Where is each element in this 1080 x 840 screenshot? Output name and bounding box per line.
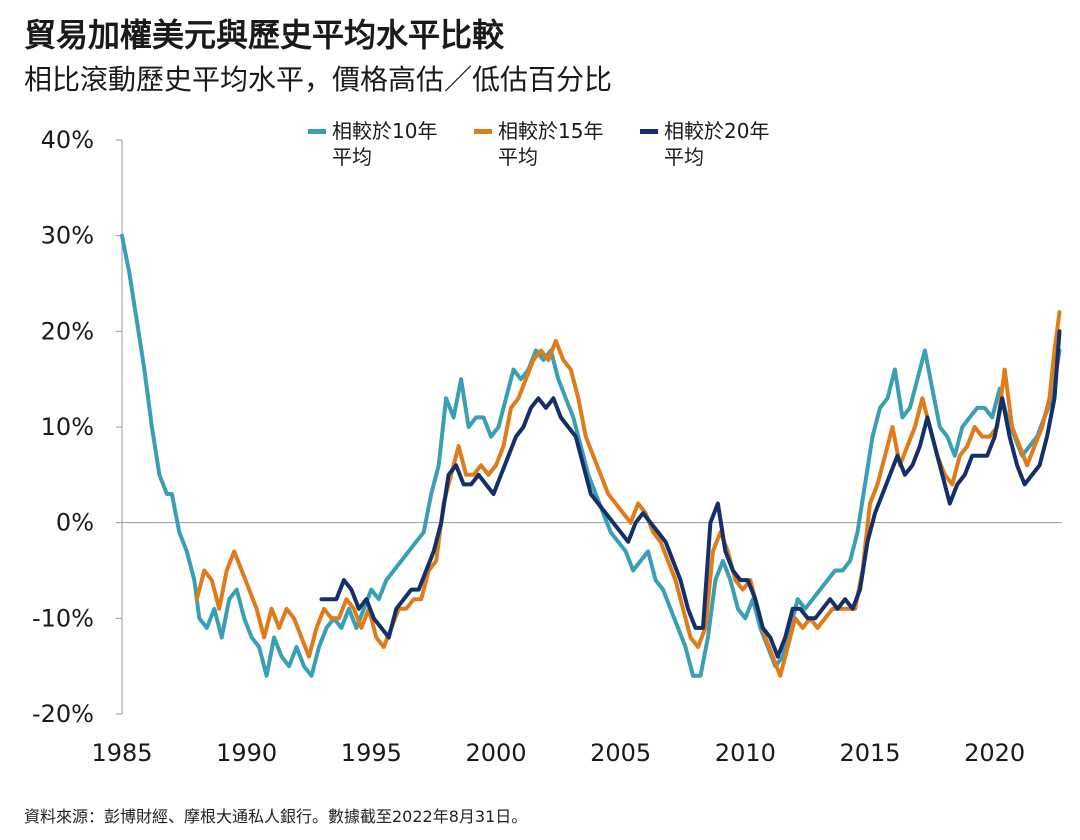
legend-swatch-20yr	[640, 129, 658, 134]
chart-legend: 相較於10年 平均 相較於15年 平均 相較於20年 平均	[0, 118, 1080, 178]
series-line-2	[319, 329, 1062, 659]
y-tick-label: 40%	[41, 126, 94, 154]
x-tick-label: 2005	[590, 739, 651, 767]
y-tick-label: -10%	[32, 604, 94, 632]
legend-label-15yr: 相較於15年 平均	[498, 119, 604, 169]
chart-axes: 40% 30% 20% 10% 0% -10% -20% 1985 1990 1995 2000 20…	[32, 126, 1062, 767]
x-tick-label: 1995	[341, 739, 402, 767]
x-tick-label: 1990	[216, 739, 277, 767]
series-line-1	[194, 310, 1062, 678]
x-tick-label: 2015	[839, 739, 900, 767]
source-note: 資料來源：彭博財經、摩根大通私人銀行。數據截至2022年8月31日。	[24, 807, 528, 826]
y-tick-label: 30%	[41, 222, 94, 250]
x-tick-label: 2020	[964, 739, 1025, 767]
legend-swatch-15yr	[474, 129, 492, 134]
y-tick-label: 20%	[41, 317, 94, 345]
y-tick-label: 0%	[56, 509, 94, 537]
series-line-0	[120, 233, 1062, 678]
chart-subtitle: 相比滾動歷史平均水平，價格高估／低估百分比	[24, 63, 613, 96]
x-tick-label: 1985	[91, 739, 152, 767]
x-tick-label: 2000	[465, 739, 526, 767]
chart-series	[120, 233, 1062, 678]
chart-title: 貿易加權美元與歷史平均水平比較	[24, 16, 505, 54]
y-tick-label: 10%	[41, 413, 94, 441]
y-tick-label: -20%	[32, 700, 94, 728]
x-tick-label: 2010	[715, 739, 776, 767]
legend-label-10yr: 相較於10年 平均	[332, 119, 438, 169]
legend-label-20yr: 相較於20年 平均	[664, 119, 770, 169]
legend-swatch-10yr	[308, 129, 326, 134]
line-chart: 40% 30% 20% 10% 0% -10% -20% 1985 1990 1995 2000 20…	[32, 126, 1062, 767]
